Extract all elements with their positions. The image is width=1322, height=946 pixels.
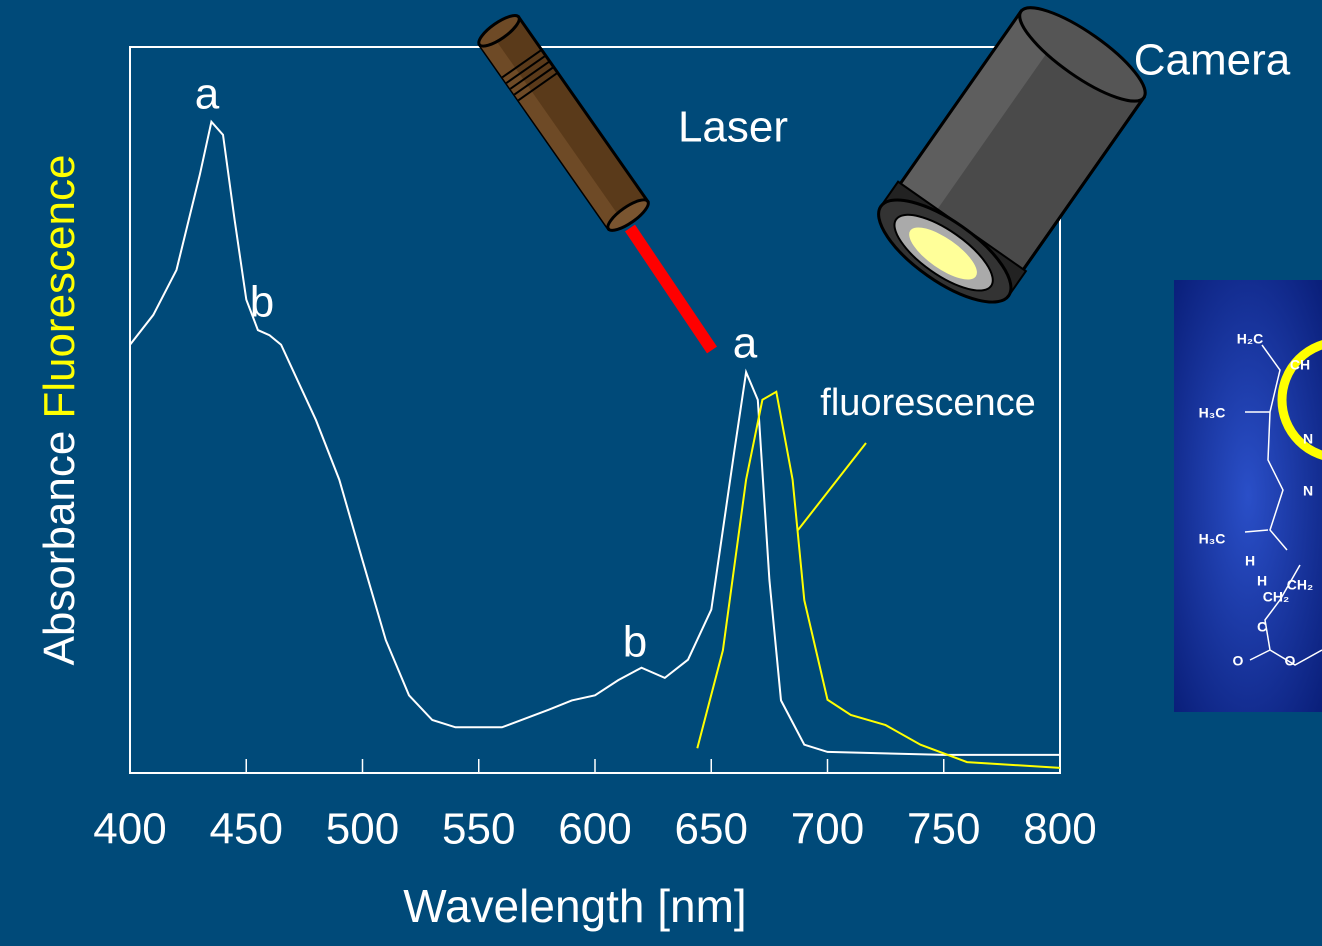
x-tick-label: 500 xyxy=(326,805,399,854)
structure-label: H₃C xyxy=(1199,405,1226,421)
x-tick-label: 400 xyxy=(93,805,166,854)
structure-label: H₃C xyxy=(1199,531,1226,547)
annotation: a xyxy=(195,70,220,119)
x-tick-label: 600 xyxy=(558,805,631,854)
slide: Absorbance Fluorescence Wavelength [nm] 4… xyxy=(0,0,1322,946)
x-tick-label: 700 xyxy=(791,805,864,854)
y-label-part: Fluorescence xyxy=(35,155,84,419)
annotation: b xyxy=(250,278,274,327)
annotation: Camera xyxy=(1134,36,1291,85)
structure-label: N xyxy=(1303,431,1313,447)
annotation: a xyxy=(733,319,758,368)
y-axis-label: Absorbance Fluorescence xyxy=(35,155,84,666)
annotation: b xyxy=(623,618,647,667)
x-tick-label: 650 xyxy=(675,805,748,854)
structure-label: O xyxy=(1233,653,1244,669)
structure-label: N xyxy=(1303,483,1313,499)
annotation: Laser xyxy=(678,103,788,152)
structure-label: CH xyxy=(1290,357,1310,373)
structure-label: C xyxy=(1257,619,1267,635)
x-tick-label: 550 xyxy=(442,805,515,854)
y-label-part: Absorbance xyxy=(35,431,84,666)
structure-label: CH₂ xyxy=(1287,577,1313,593)
x-tick-label: 750 xyxy=(907,805,980,854)
structure-label: H₂C xyxy=(1237,331,1263,347)
x-tick-label: 450 xyxy=(210,805,283,854)
x-axis-label: Wavelength [nm] xyxy=(403,880,746,932)
structure-label: H xyxy=(1245,553,1255,569)
structure-label: H xyxy=(1257,573,1267,589)
structure-label: CH₂ xyxy=(1263,589,1289,605)
x-tick-label: 800 xyxy=(1023,805,1096,854)
background xyxy=(0,0,1322,946)
annotation: fluorescence xyxy=(820,382,1035,424)
structure-label: O xyxy=(1285,653,1296,669)
